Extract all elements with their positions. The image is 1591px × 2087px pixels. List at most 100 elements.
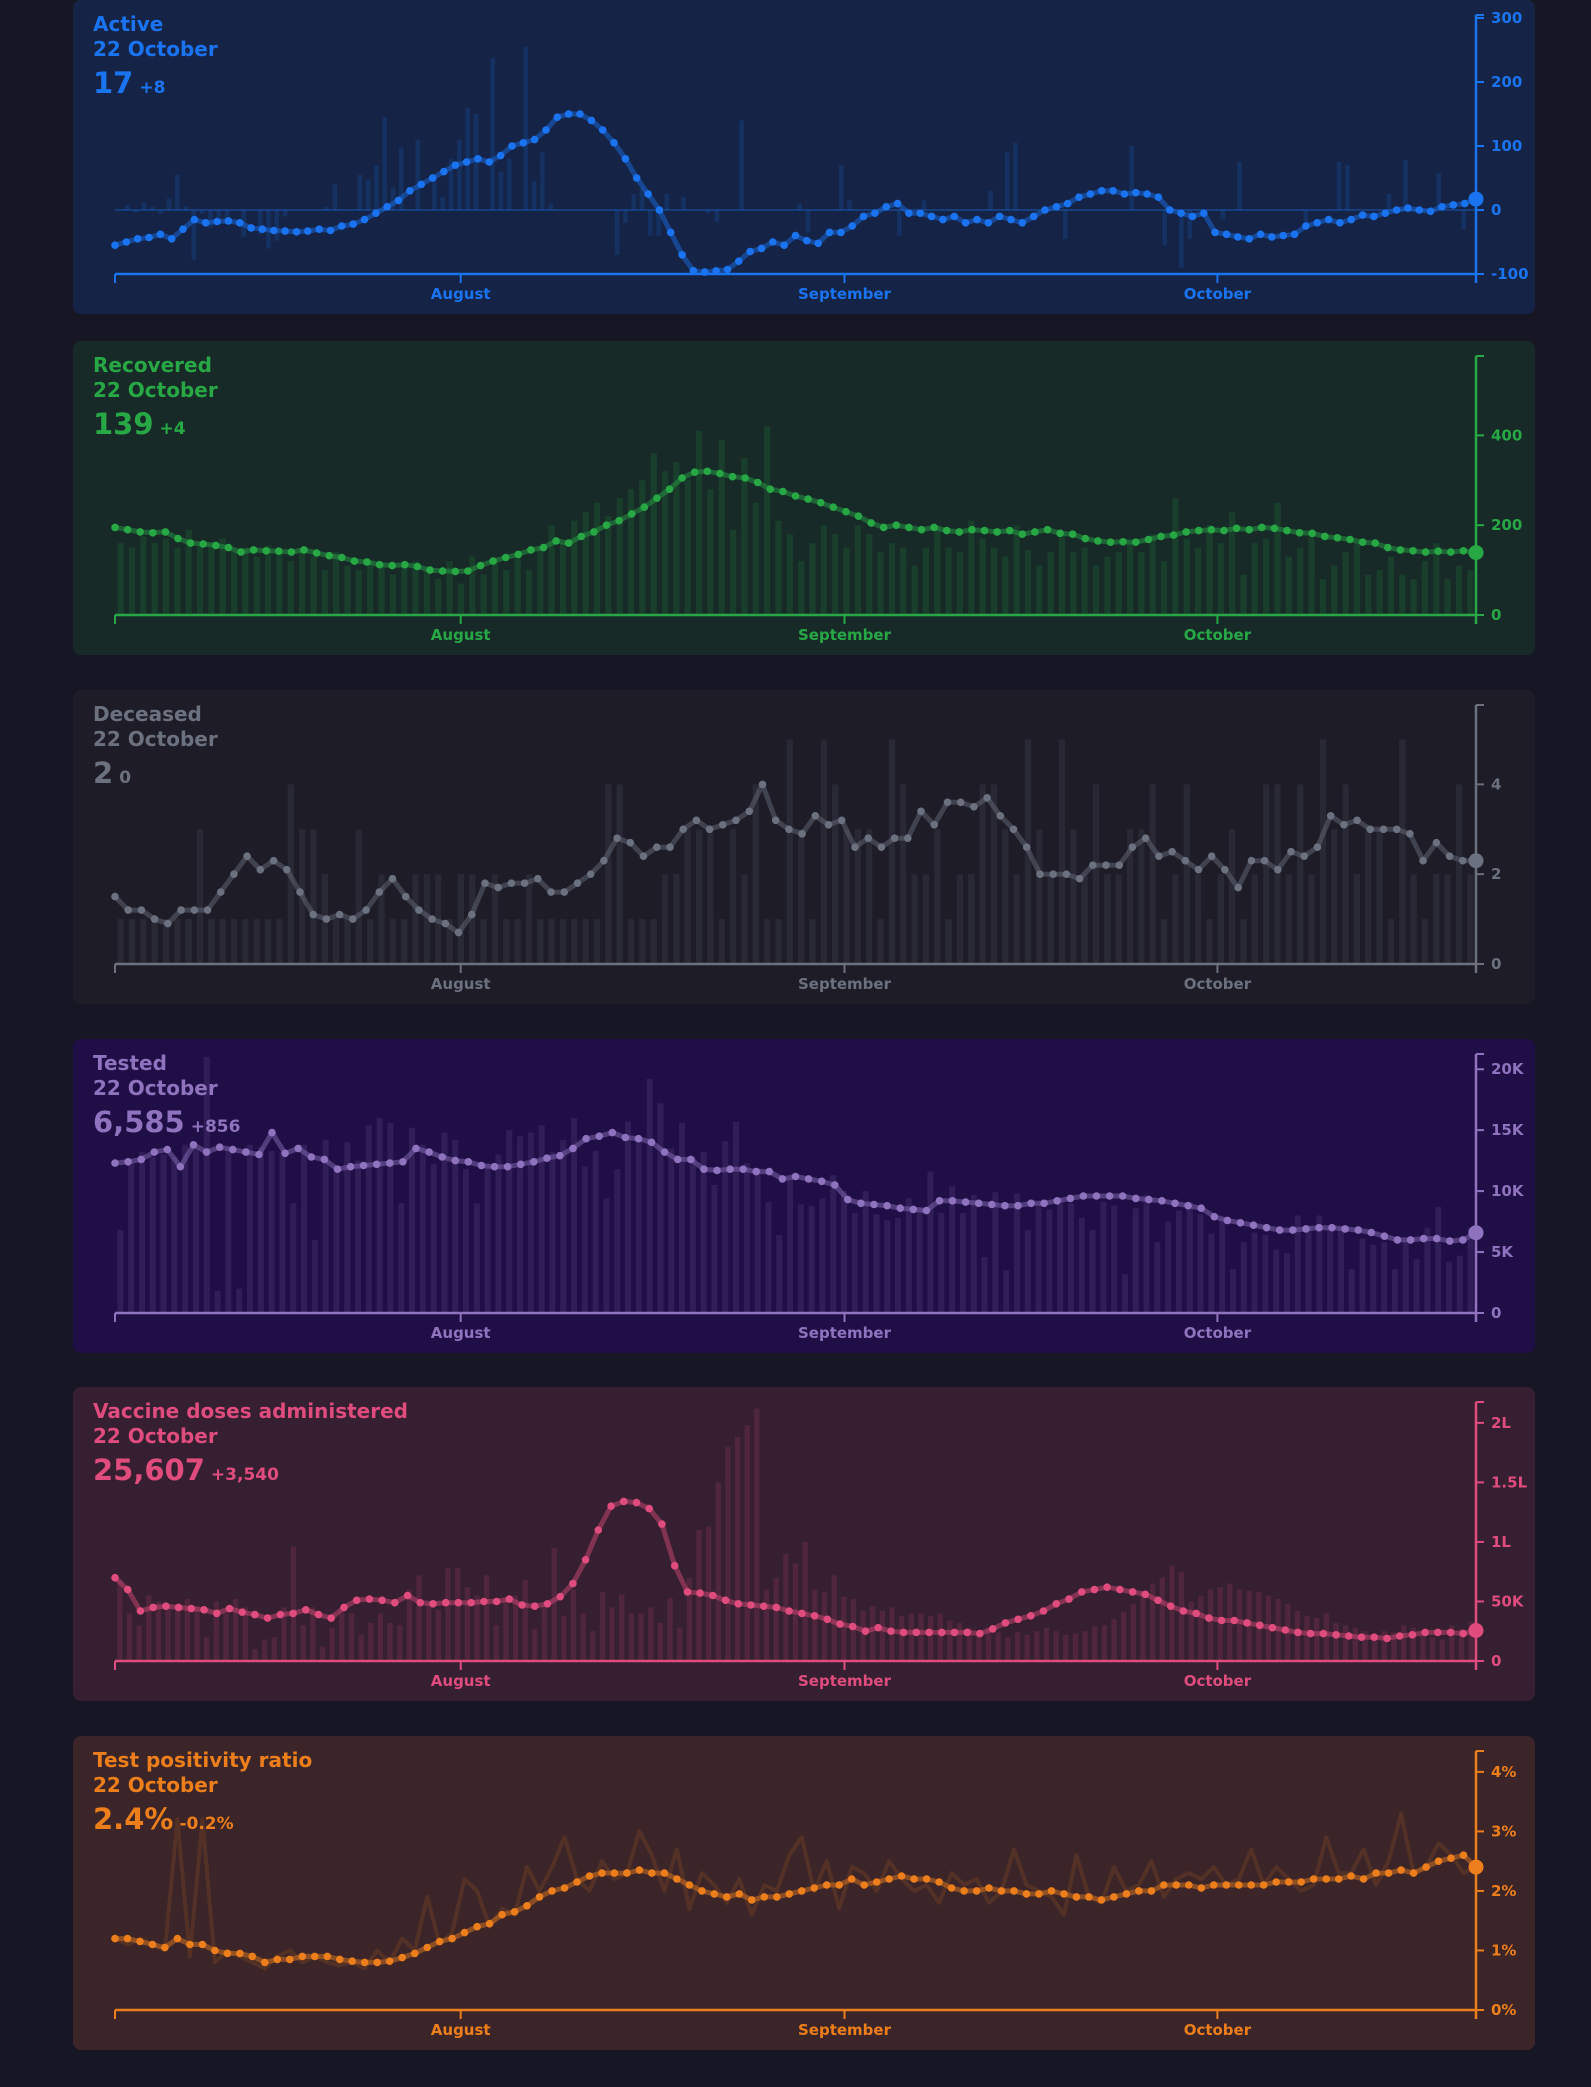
data-point [939,215,947,224]
bar [821,1591,828,1661]
bar [1274,502,1281,615]
bar [968,520,975,615]
bar [506,158,512,210]
bar [792,1563,799,1661]
data-point [1230,1616,1239,1625]
bar [117,1580,123,1661]
delta-value: 0 [119,768,132,788]
data-point [709,1591,717,1600]
data-point [1072,1893,1081,1901]
bar [1365,574,1372,615]
data-point [598,1869,606,1877]
data-point [864,834,872,842]
y-tick-label: 10K [1491,1182,1525,1200]
data-point [416,1598,425,1607]
bar [224,210,230,225]
y-tick-label: 300 [1491,9,1522,27]
bar [125,204,130,210]
data-point [1245,235,1253,243]
data-point [1232,524,1241,533]
data-point [748,1896,756,1904]
data-point [111,241,119,249]
current-value: 139 [93,407,154,441]
data-point [203,906,212,914]
bar [1338,1226,1344,1313]
data-point [494,883,503,892]
bar [741,874,748,964]
data-point [202,1148,211,1156]
data-point [690,468,699,476]
bar [175,174,180,210]
bar [310,829,317,964]
bar [196,545,204,615]
bar [593,919,601,964]
data-point [896,1204,904,1212]
chart-title: Tested [93,1051,167,1075]
data-point [474,155,482,163]
data-point [296,888,304,896]
data-point [1347,1872,1355,1880]
data-point [647,1138,656,1147]
data-point [1075,193,1083,201]
data-point [703,467,712,476]
data-point [871,209,879,217]
bar [474,1595,480,1661]
data-point [150,915,159,923]
data-point [1049,870,1057,878]
bar [1421,561,1428,615]
bar [415,139,421,210]
x-tick-label: September [798,285,892,303]
bar [888,543,895,615]
bar [457,583,464,615]
bar [1399,574,1406,615]
data-point [1060,1890,1068,1898]
bar [934,829,941,964]
data-point [1056,529,1064,538]
bar [184,1599,190,1661]
data-point [552,537,560,545]
bar [1362,1631,1368,1661]
data-point [1236,1219,1245,1227]
data-point [386,1159,394,1167]
y-tick-label: 1% [1491,1941,1516,1959]
bar [1129,146,1134,210]
data-point [198,1940,207,1949]
data-point [1347,215,1355,224]
bar [1179,210,1184,268]
data-point [621,155,630,163]
bar [752,784,759,964]
data-point [148,1940,157,1949]
data-point [1062,870,1071,878]
bar [809,543,816,615]
data-point [844,1195,852,1204]
bar [1410,579,1417,615]
bar [525,570,533,615]
chart-title: Test positivity ratio [93,1748,313,1772]
bar [1183,538,1190,615]
bar [1446,1261,1452,1313]
bar [1024,1230,1031,1313]
data-point [1205,1614,1213,1622]
bar [605,784,612,964]
bar [1458,1628,1465,1661]
data-point [1185,1881,1193,1889]
data-point [1281,1626,1289,1634]
bar [149,1157,156,1313]
data-point [187,1604,196,1613]
data-point [644,190,652,198]
data-point [582,1134,590,1143]
data-point [365,1595,374,1603]
data-point [1068,530,1077,538]
bar [838,165,844,210]
bar [491,561,498,615]
data-point [1160,1881,1168,1889]
bar [830,1175,837,1313]
bar [1333,1622,1339,1661]
data-point [687,1155,695,1164]
data-point [1341,1225,1349,1233]
data-point [1171,1199,1179,1208]
data-point [1370,212,1378,221]
bar [332,184,338,210]
bar [985,1627,992,1661]
bar [141,202,147,210]
